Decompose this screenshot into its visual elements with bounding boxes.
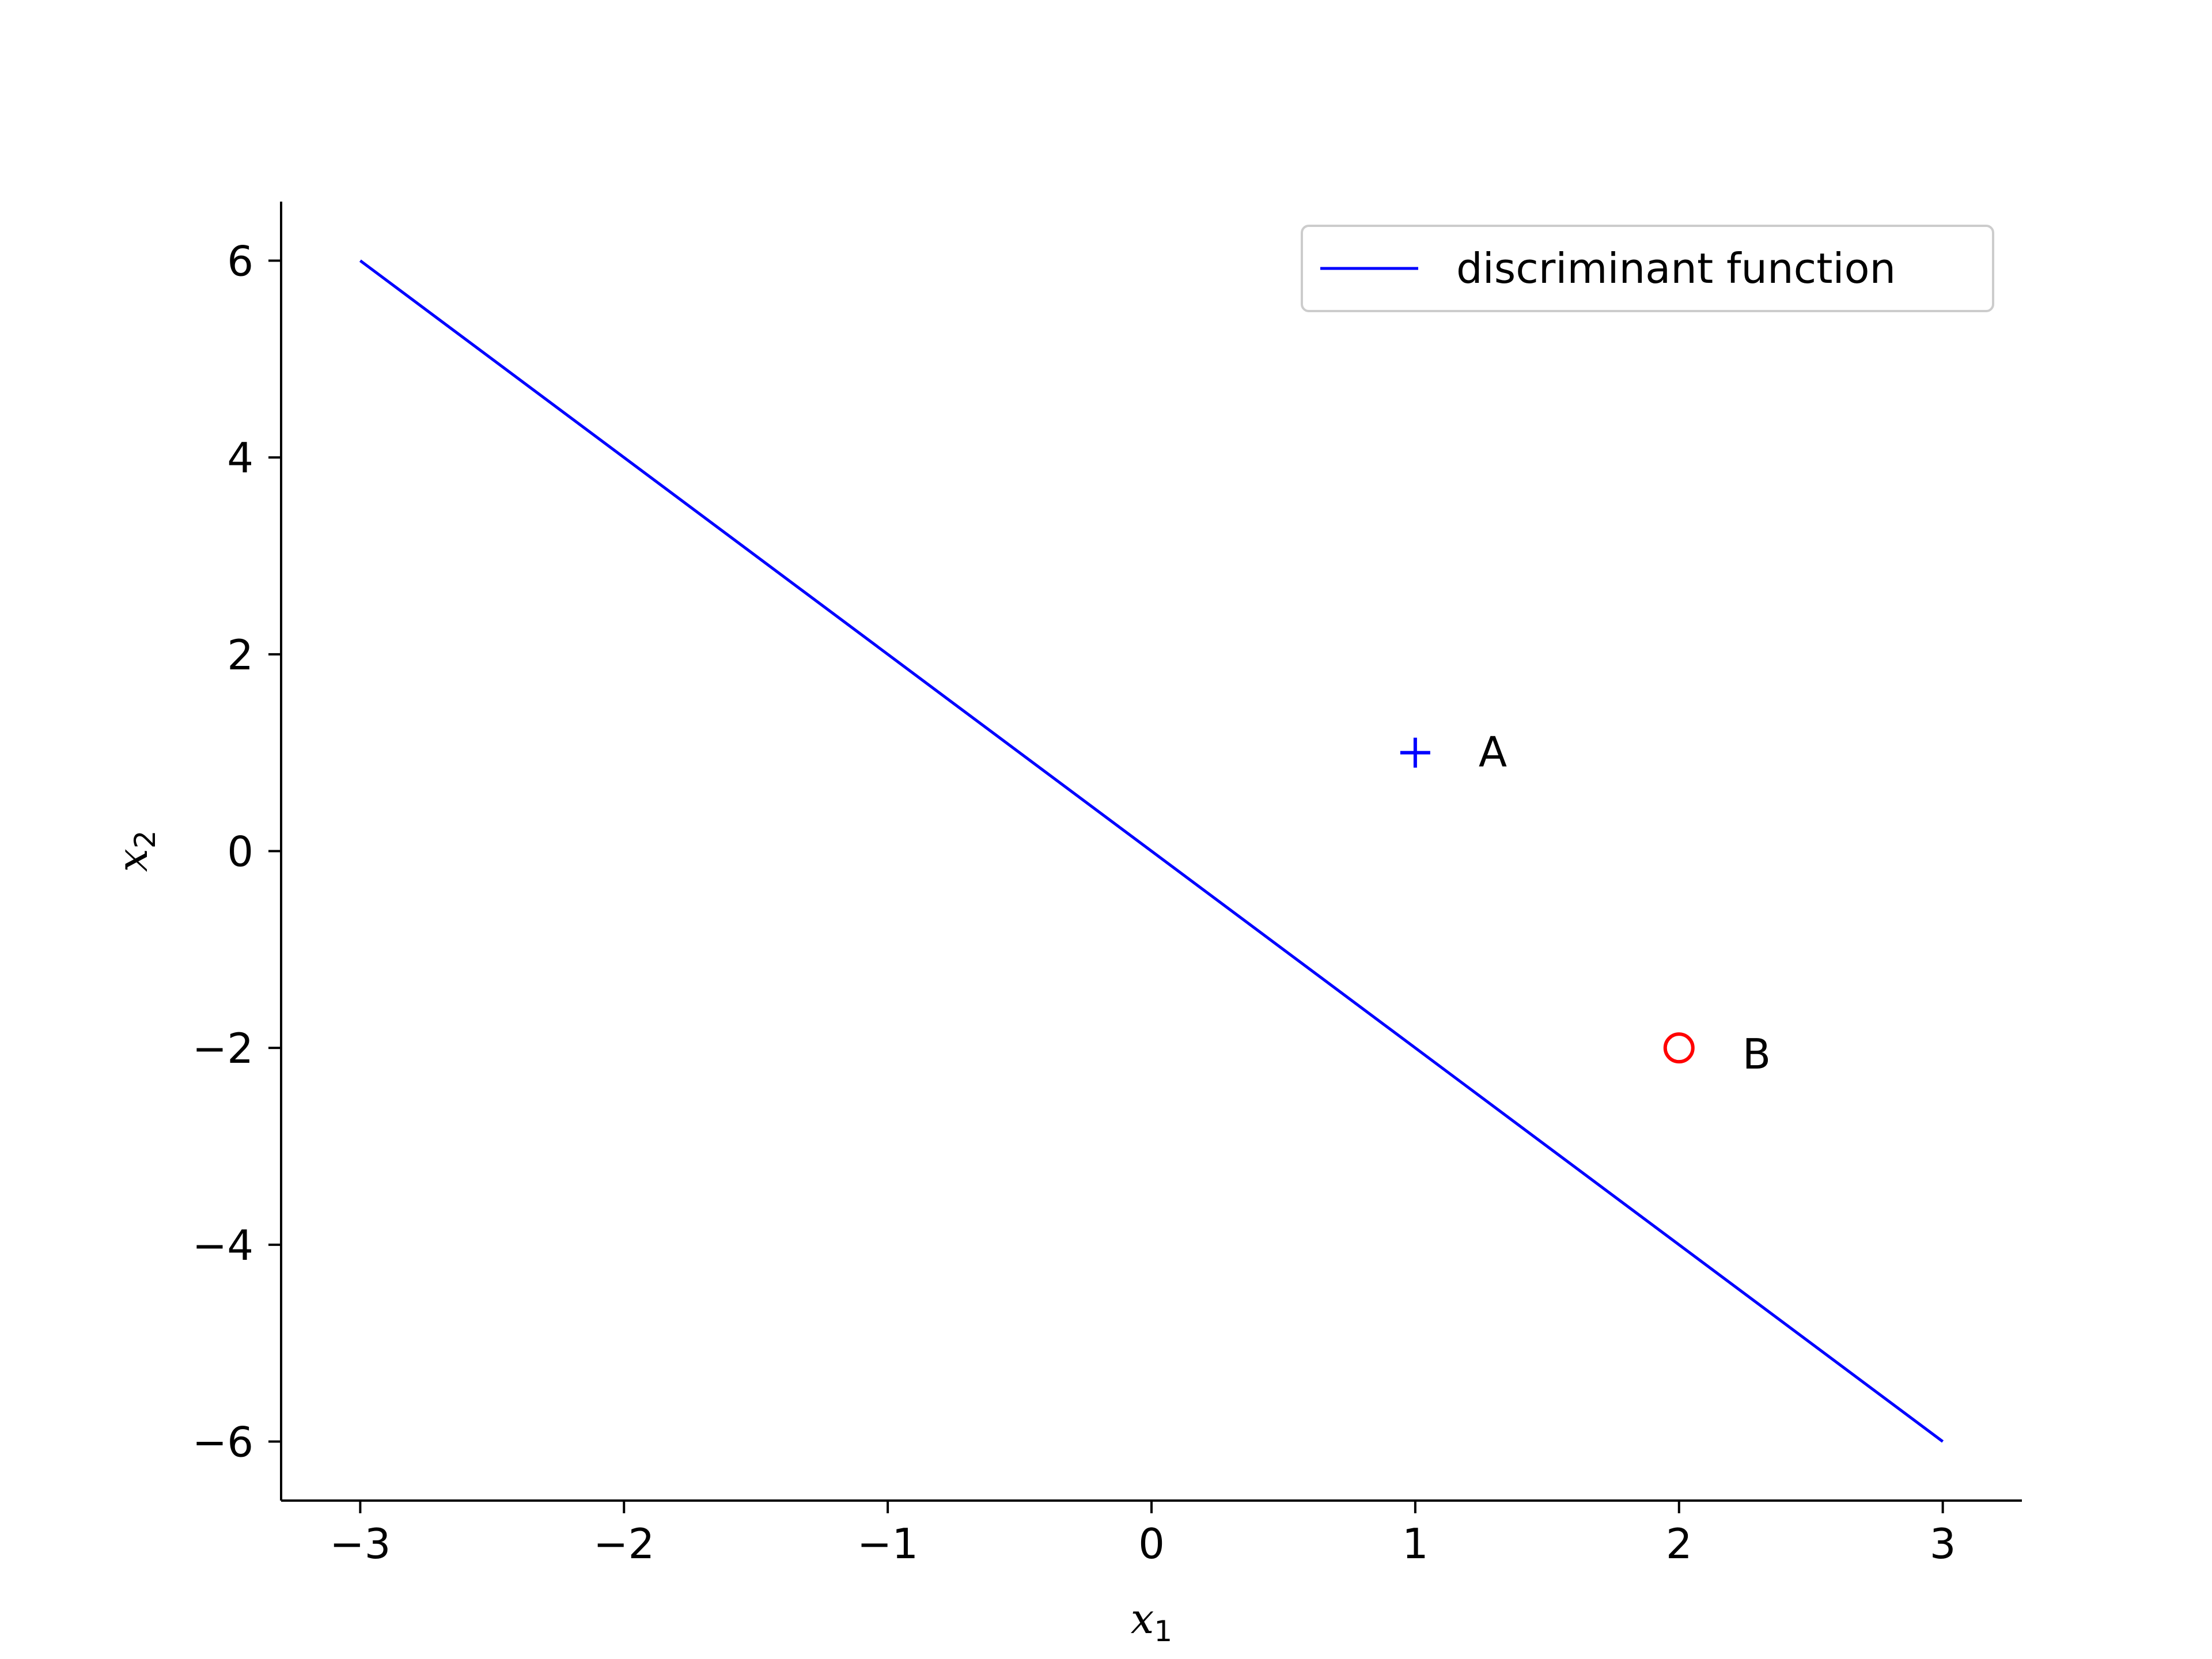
x-tick-label: 0 [1138, 1520, 1165, 1568]
legend-entry-label: discriminant function [1456, 244, 1896, 293]
x-axis-label-base: x [1131, 1594, 1154, 1643]
point-marker-a [1400, 737, 1430, 768]
x-axis-label: x1 [1131, 1594, 1172, 1648]
x-tick-label: −3 [329, 1520, 391, 1568]
x-tick-label: 1 [1402, 1520, 1429, 1568]
point-marker-b [1663, 1032, 1695, 1064]
y-axis-label-subscript: 2 [128, 830, 162, 849]
plot-area: AB [359, 259, 1944, 1443]
x-tick-label: 3 [1930, 1520, 1956, 1568]
point-label-b: B [1743, 1030, 1771, 1078]
point-label-a: A [1479, 728, 1507, 777]
y-tick-label: −4 [192, 1221, 253, 1270]
series-line-discriminant-function [359, 259, 1944, 1443]
y-tick-label: −6 [192, 1418, 253, 1467]
x-tick-label: −1 [857, 1520, 918, 1568]
y-axis-label: x2 [108, 830, 162, 872]
y-tick-label: 4 [227, 434, 253, 482]
y-tick-label: 2 [227, 631, 253, 679]
x-tick-label: 2 [1666, 1520, 1692, 1568]
y-axis-label-base: x [108, 849, 157, 872]
y-tick-label: −2 [192, 1024, 253, 1073]
y-tick-label: 6 [227, 237, 253, 286]
legend-frame [1301, 225, 1994, 312]
x-tick-label: −2 [593, 1520, 654, 1568]
legend: discriminant function [1301, 225, 1994, 312]
y-tick-label: 0 [227, 828, 253, 876]
x-axis-label-subscript: 1 [1154, 1615, 1172, 1648]
